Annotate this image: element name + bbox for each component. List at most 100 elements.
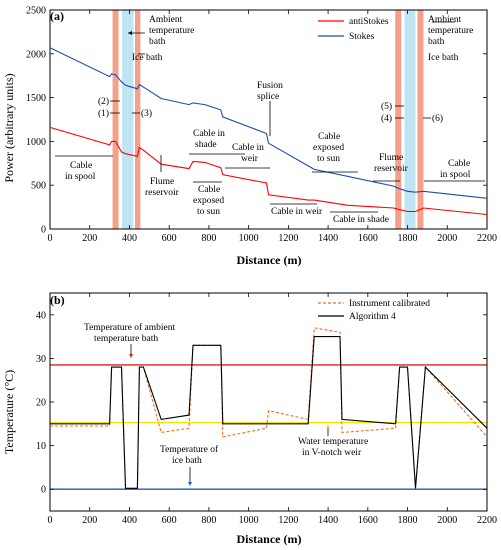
ann-flume2-1: Flume xyxy=(379,153,403,163)
legend-a: antiStokes Stokes xyxy=(318,17,389,42)
ann-spool-right-1: Cable xyxy=(448,159,470,169)
bath-band-1 xyxy=(122,10,134,229)
y-tick-label-a: 500 xyxy=(31,181,46,192)
ann-shade2: Cable in shade xyxy=(333,215,389,225)
y-tick-label-b: 20 xyxy=(36,398,46,409)
ann-exposed1-3: to sun xyxy=(197,207,220,217)
x-axis-label-b: Distance (m) xyxy=(237,532,302,546)
ann-ambient-temp-1: Temperature of ambient xyxy=(84,322,175,333)
x-tick-label-a: 200 xyxy=(82,233,97,244)
ann-ambient-right-1: Ambient xyxy=(428,15,462,25)
x-tick-label-a: 1600 xyxy=(358,233,378,244)
legend-stokes-label: Stokes xyxy=(349,32,375,42)
bath-bands-a xyxy=(112,10,424,229)
ann-exposed2-1: Cable xyxy=(318,132,340,142)
ann-exposed1-2: exposed xyxy=(193,196,224,206)
x-axis-label-a: Distance (m) xyxy=(237,253,302,267)
ann-p6: (6) xyxy=(432,113,443,124)
y-tick-label-b: 30 xyxy=(36,354,46,365)
y-tick-label-a: 1500 xyxy=(26,93,46,104)
reference-lines-b xyxy=(50,364,487,490)
ann-p3: (3) xyxy=(141,108,152,119)
axes-a: 0 200 400 600 800 1000 1200 1400 1600 1800 2000 220… xyxy=(26,6,497,245)
series-line-b-1 xyxy=(50,336,488,489)
bath-band-5 xyxy=(417,10,424,229)
x-tick-label-a: 1400 xyxy=(318,233,338,244)
annotations-b: Temperature of ambient temperature bath … xyxy=(84,322,368,486)
x-tick-label-a: 800 xyxy=(201,233,216,244)
ann-shade1-2: shade xyxy=(195,140,217,150)
ann-flume2-2: reservoir xyxy=(374,164,409,174)
panel-a-label: (a) xyxy=(50,9,64,23)
y-tick-label-a: 1000 xyxy=(26,137,46,148)
legend-antistokes-label: antiStokes xyxy=(349,17,389,27)
ann-p5: (5) xyxy=(381,101,392,112)
ann-spool-left-1: Cable xyxy=(70,161,92,171)
ann-ice-temp-1: Temperature of xyxy=(160,444,219,455)
x-tick-label-b: 600 xyxy=(162,515,177,526)
x-tick-label-b: 2000 xyxy=(437,515,457,526)
panel-b-label: (b) xyxy=(50,293,65,307)
ann-ambient-left-2: temperature xyxy=(149,26,194,36)
y-tick-label-a: 2500 xyxy=(26,6,46,17)
annotation-arrows-a xyxy=(55,21,485,213)
series-lines-b xyxy=(50,327,488,489)
x-tick-label-b: 1200 xyxy=(278,515,298,526)
panel-a: 0 200 400 600 800 1000 1200 1400 1600 1800 2000 220… xyxy=(2,6,497,268)
bath-band-2 xyxy=(135,10,141,229)
x-tick-label-b: 2200 xyxy=(477,515,497,526)
x-tick-label-b: 1000 xyxy=(239,515,259,526)
x-tick-label-b: 400 xyxy=(122,515,137,526)
x-tick-label-b: 800 xyxy=(201,515,216,526)
ann-fusion-1: Fusion xyxy=(257,81,283,91)
x-tick-label-b: 1400 xyxy=(318,515,338,526)
y-tick-label-b: 0 xyxy=(41,485,46,496)
y-tick-label-b: 40 xyxy=(36,310,46,321)
ann-exposed2-3: to sun xyxy=(317,154,340,164)
ann-flume1-1: Flume xyxy=(150,177,174,187)
bath-band-0 xyxy=(112,10,119,229)
axes-b: 0 200 400 600 800 1000 1200 1400 1600 1800 2000 220… xyxy=(36,292,497,526)
x-tick-label-a: 1200 xyxy=(278,233,298,244)
ann-weir2: Cable in weir xyxy=(271,207,323,217)
legend-algorithm-label: Algorithm 4 xyxy=(349,312,396,322)
ann-weir-temp-1: Water temperature xyxy=(298,437,368,447)
legend-b: Instrument calibrated Algorithm 4 xyxy=(318,299,430,322)
x-tick-label-a: 2000 xyxy=(437,233,457,244)
ann-fusion-2: splice xyxy=(257,92,279,102)
ann-ambient-left-1: Ambient xyxy=(149,15,183,25)
x-tick-label-b: 0 xyxy=(48,515,53,526)
ann-spool-right-2: in spool xyxy=(440,170,471,180)
y-axis-label-b: Temperature (°C) xyxy=(2,370,16,454)
x-tick-label-b: 200 xyxy=(82,515,97,526)
y-tick-label-a: 0 xyxy=(41,225,46,236)
ann-shade1-1: Cable in xyxy=(193,129,225,139)
ann-exposed2-2: exposed xyxy=(313,143,344,153)
x-tick-label-a: 600 xyxy=(162,233,177,244)
ann-ambient-left-3: bath xyxy=(149,37,166,47)
legend-instrument-label: Instrument calibrated xyxy=(349,299,430,309)
ann-ice-right: Ice bath xyxy=(428,53,459,63)
y-tick-label-a: 2000 xyxy=(26,49,46,60)
y-axis-label-a: Power (arbitrary units) xyxy=(2,73,16,182)
x-tick-label-a: 2200 xyxy=(477,233,497,244)
x-tick-label-a: 0 xyxy=(48,233,53,244)
series-line-b-0 xyxy=(50,327,488,489)
ann-ice-left: Ice bath xyxy=(132,53,163,63)
x-tick-label-a: 1000 xyxy=(239,233,259,244)
annotations-a: Ambient temperature bath Ice bath Ambien… xyxy=(55,15,485,225)
ann-exposed1-1: Cable xyxy=(198,185,220,195)
y-tick-label-b: 10 xyxy=(36,441,46,452)
ann-p2: (2) xyxy=(98,96,109,107)
ann-spool-left-2: in spool xyxy=(65,172,96,182)
ann-ambient-right-2: temperature xyxy=(428,26,473,36)
ann-flume1-2: reservoir xyxy=(145,188,180,198)
series-lines-a xyxy=(49,47,488,216)
ann-p1: (1) xyxy=(98,108,109,119)
x-tick-label-a: 1800 xyxy=(398,233,418,244)
ann-p4: (4) xyxy=(381,113,392,124)
ann-weir1-1: Cable in xyxy=(232,143,264,153)
bath-band-4 xyxy=(404,10,416,229)
ann-ambient-temp-2: temperature bath xyxy=(94,334,158,344)
